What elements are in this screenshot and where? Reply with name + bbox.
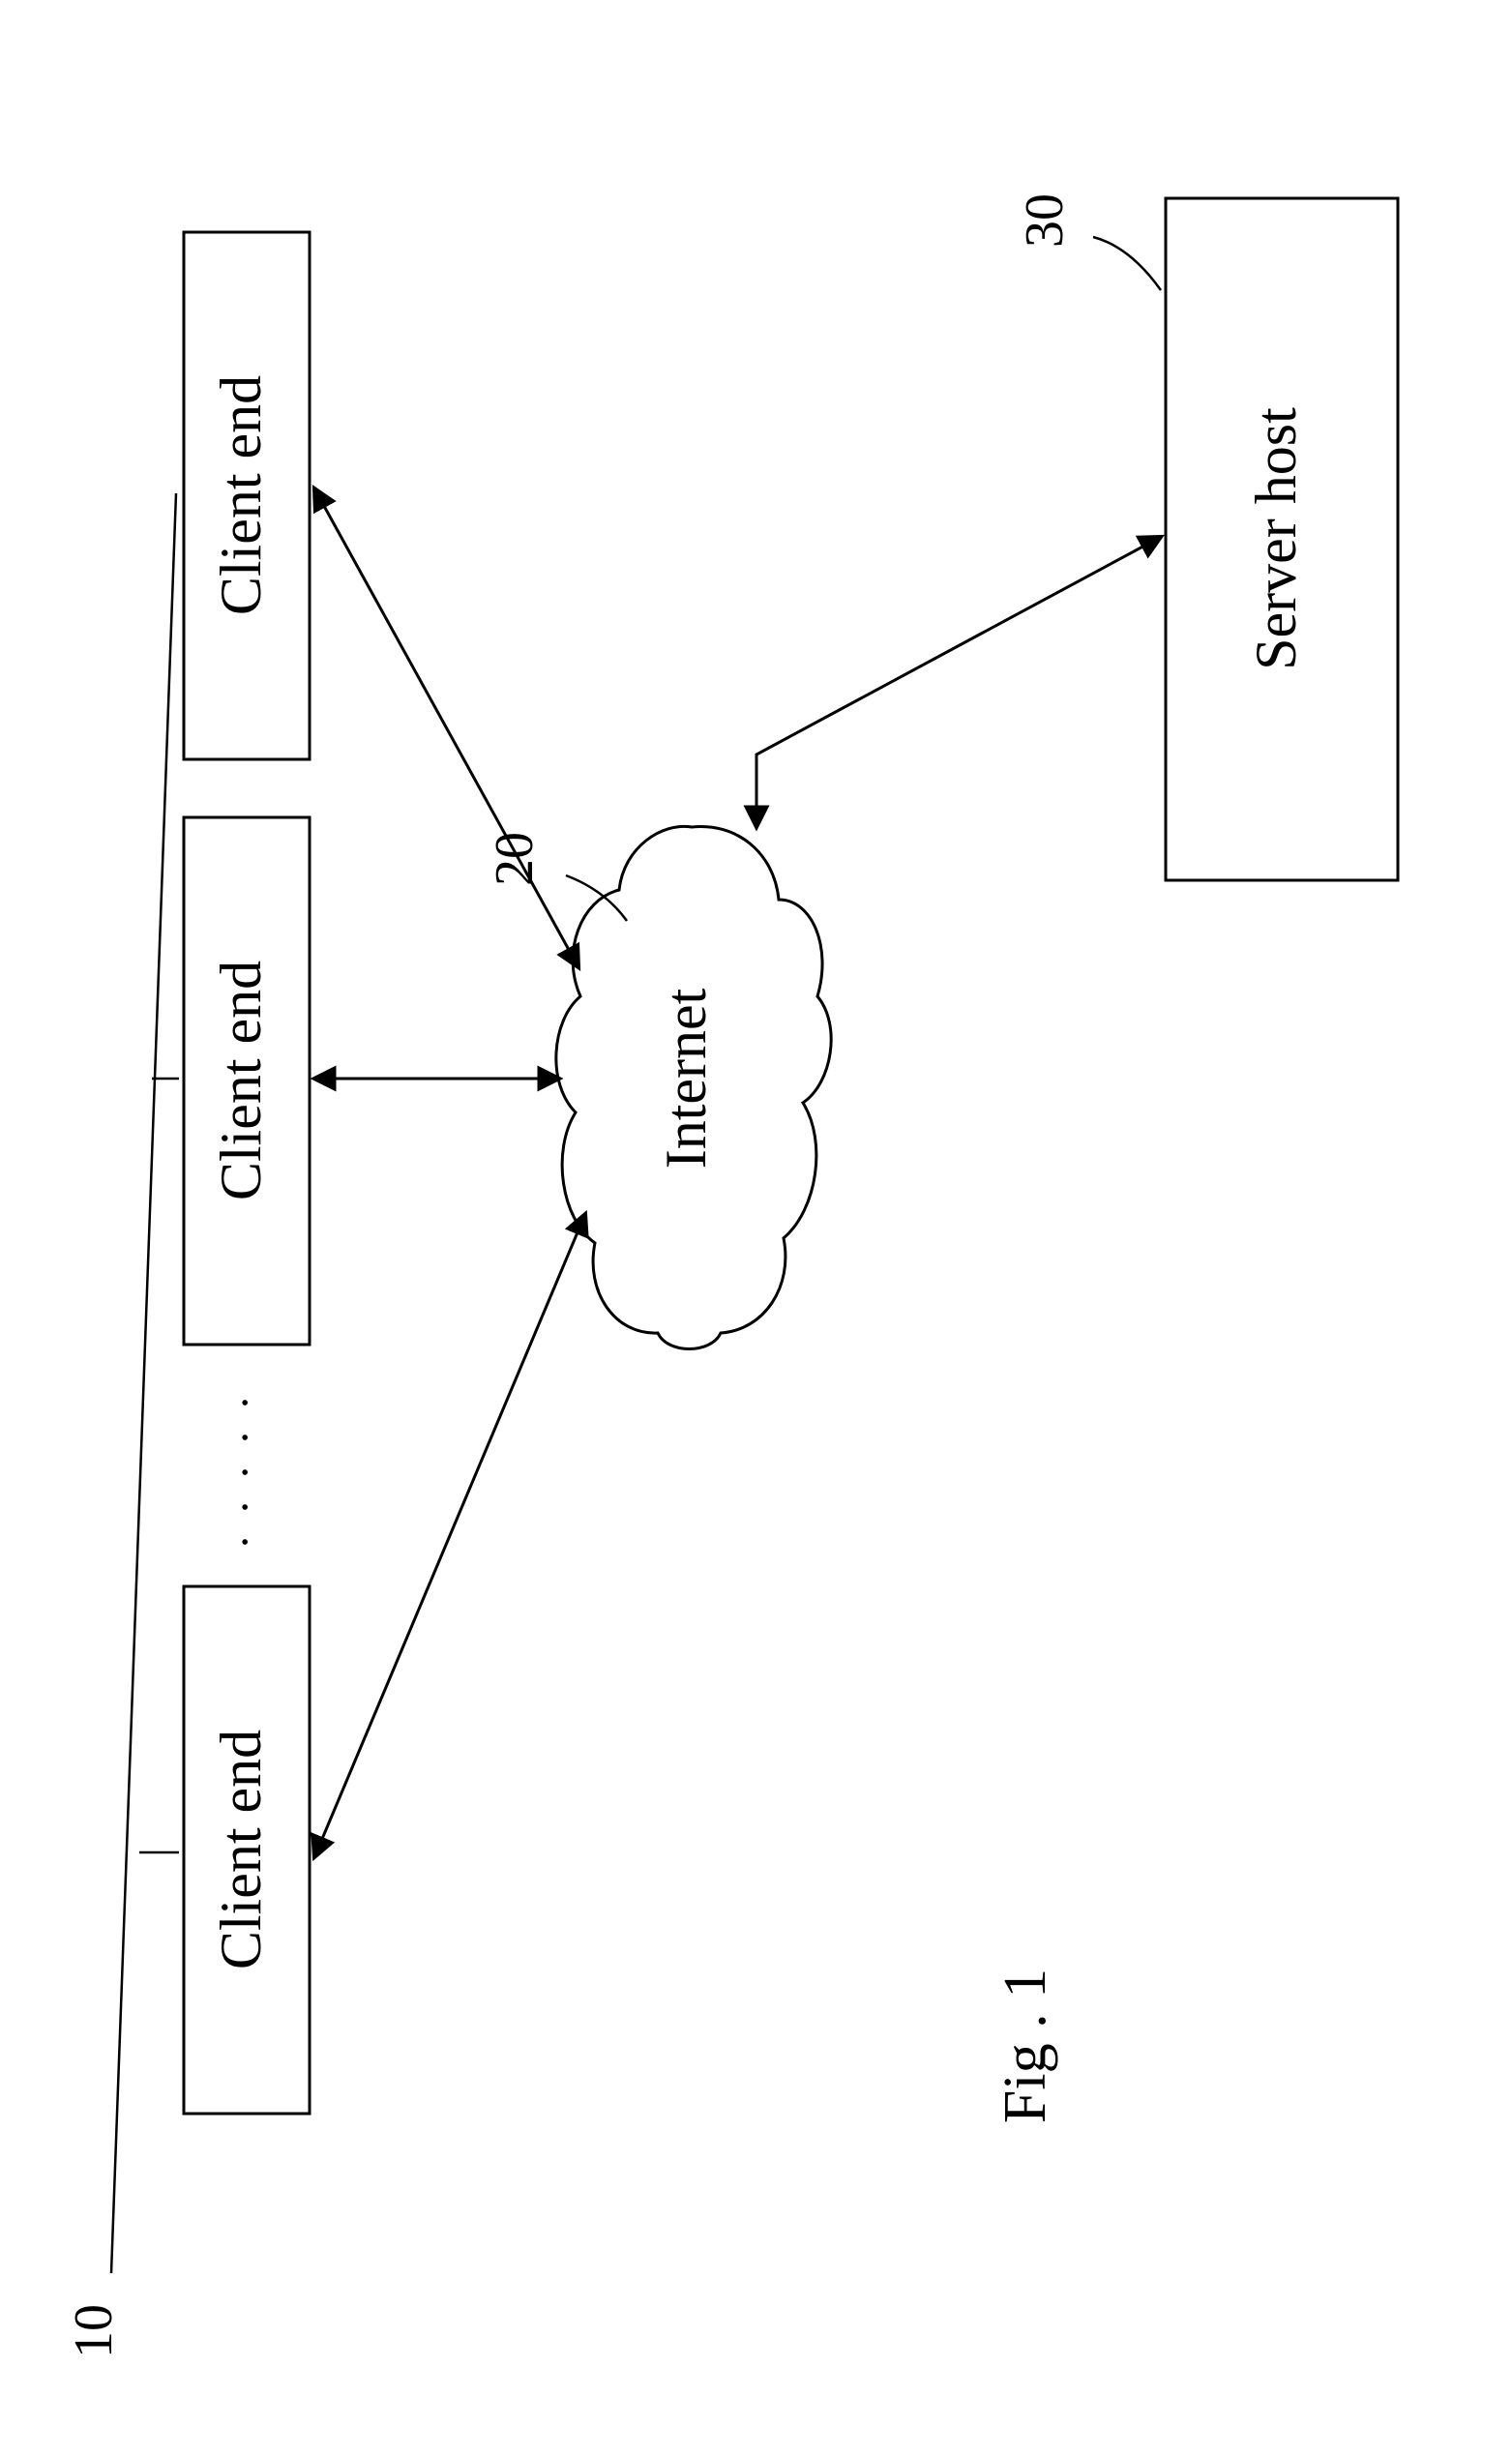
ref-label-10: 10 <box>64 493 179 2358</box>
ref-label-20: 20 <box>485 832 627 921</box>
node-internet-label: Internet <box>654 988 718 1169</box>
node-client1: Client end <box>184 232 310 759</box>
node-client3-label: Client end <box>209 1730 273 1969</box>
edge-client3-internet <box>314 1214 585 1857</box>
edge-internet-server <box>756 537 1161 827</box>
node-client2: Client end <box>184 817 310 1345</box>
figure-1-diagram: Client end Client end Client end · · · ·… <box>0 0 1512 2457</box>
node-server-label: Server host <box>1244 407 1308 670</box>
node-client1-label: Client end <box>209 375 273 615</box>
node-server: Server host <box>1166 198 1398 880</box>
ref-label-30-text: 30 <box>1015 193 1075 248</box>
node-client2-label: Client end <box>209 961 273 1200</box>
edge-client1-internet <box>314 488 578 967</box>
ref-label-20-text: 20 <box>485 832 545 886</box>
node-internet: Internet <box>556 826 831 1348</box>
figure-caption: Fig . 1 <box>993 1969 1058 2123</box>
ellipsis: · · · · · <box>220 1391 271 1550</box>
ref-label-30: 30 <box>1015 193 1161 290</box>
node-client3: Client end <box>184 1586 310 2114</box>
ref-label-10-text: 10 <box>64 2304 124 2358</box>
